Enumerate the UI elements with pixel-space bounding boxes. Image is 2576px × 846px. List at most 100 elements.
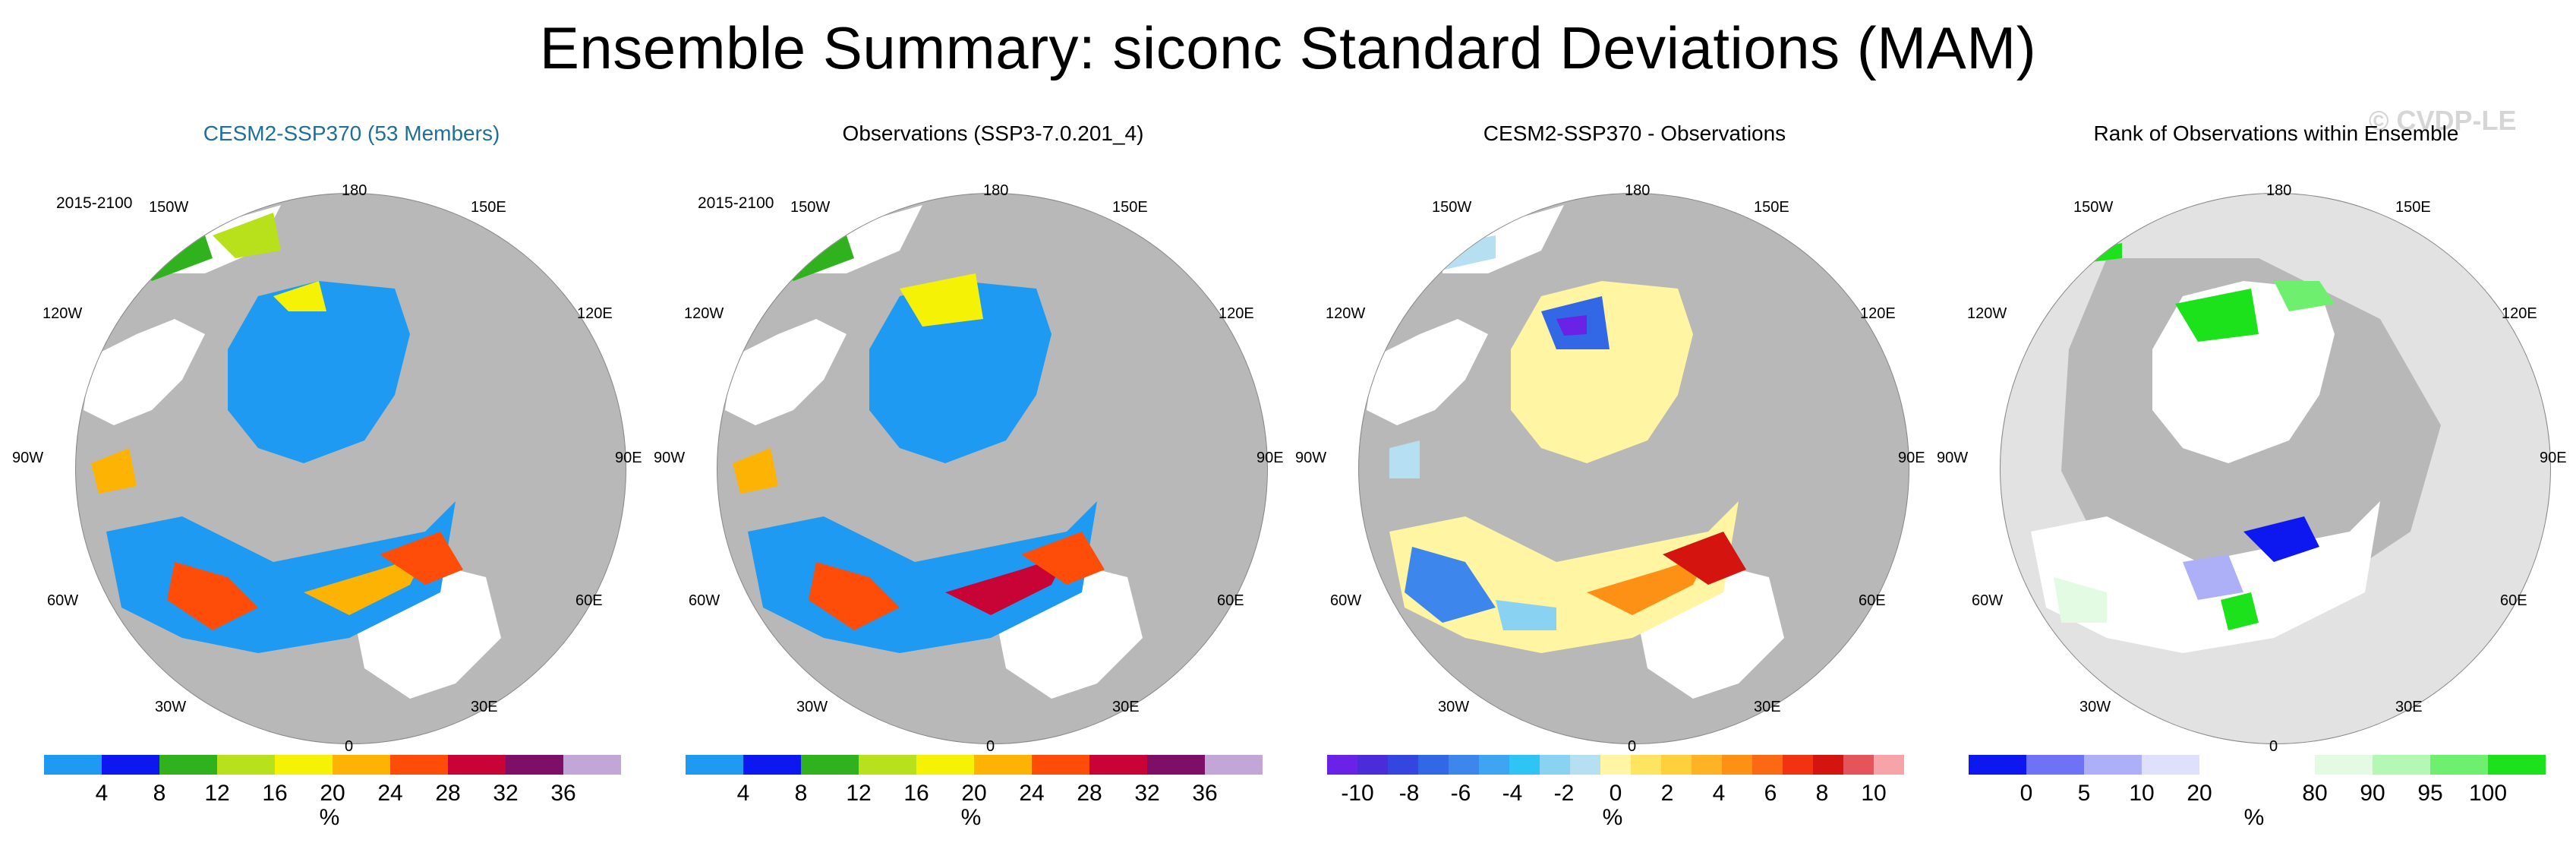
- colorbar-segment: [506, 755, 563, 775]
- lon-label: 30E: [2395, 699, 2423, 715]
- colorbar-segment: [2488, 755, 2546, 775]
- colorbar-tick-label: 10: [2129, 781, 2155, 806]
- colorbar: [44, 755, 621, 775]
- colorbar-tick-label: 4: [1712, 781, 1726, 806]
- colorbar-segment: [2026, 755, 2084, 775]
- colorbar-segment: [1600, 755, 1631, 775]
- lon-label: 120W: [43, 305, 83, 322]
- colorbar-segment: [1479, 755, 1509, 775]
- lon-label: 150W: [790, 199, 831, 216]
- colorbar-tick-label: 6: [1764, 781, 1777, 806]
- panel-rank: Rank of Observations within Ensemble 180…: [1937, 106, 2576, 846]
- lon-label: 0: [345, 738, 354, 755]
- colorbar-unit: %: [2243, 805, 2265, 830]
- lon-label: 30W: [1438, 699, 1470, 715]
- colorbar-segment: [2315, 755, 2373, 775]
- lon-label: 180: [2266, 182, 2292, 199]
- colorbar-segment: [102, 755, 159, 775]
- colorbar-segment: [2084, 755, 2142, 775]
- lon-label: 120W: [1326, 305, 1366, 322]
- panel-title: Observations (SSP3-7.0.201_4): [842, 122, 1144, 145]
- colorbar-tick-label: 16: [262, 781, 288, 806]
- colorbar: [1969, 755, 2546, 775]
- lon-label: 180: [342, 182, 367, 199]
- colorbar-tick-label: 20: [320, 781, 345, 806]
- colorbar-segment: [1783, 755, 1813, 775]
- watermark: © CVDP-LE: [2369, 105, 2517, 136]
- colorbar-segment: [2373, 755, 2430, 775]
- polar-map: [1358, 193, 1909, 744]
- lon-label: 90W: [1937, 450, 1969, 466]
- colorbar-tick-label: 2: [1660, 781, 1674, 806]
- lon-label: 180: [983, 182, 1009, 199]
- colorbar-segment: [2142, 755, 2199, 775]
- colorbar-tick-label: 95: [2417, 781, 2443, 806]
- colorbar-segment: [448, 755, 506, 775]
- lon-label: 60W: [689, 592, 720, 609]
- colorbar-segment: [1813, 755, 1843, 775]
- panel-title: CESM2-SSP370 - Observations: [1483, 122, 1786, 145]
- colorbar-tick-label: 24: [1019, 781, 1045, 806]
- polar-map: [75, 193, 626, 744]
- lon-label: 60E: [2500, 592, 2527, 609]
- lon-label: 150E: [471, 199, 506, 216]
- colorbar-segment: [1205, 755, 1263, 775]
- colorbar-segment: [2257, 755, 2315, 775]
- ice-central-arctic: [228, 281, 410, 463]
- colorbar-segment: [1147, 755, 1205, 775]
- panel-title: CESM2-SSP370 (53 Members): [203, 122, 500, 145]
- lon-label: 150W: [1432, 199, 1472, 216]
- colorbar-segment: [217, 755, 275, 775]
- colorbar-tick-label: 90: [2360, 781, 2385, 806]
- colorbar-segment: [275, 755, 333, 775]
- lon-label: 150E: [1754, 199, 1789, 216]
- lon-label: 150E: [2395, 199, 2431, 216]
- colorbar-segment: [563, 755, 621, 775]
- polar-map: [717, 193, 1268, 744]
- colorbar-unit: %: [1602, 805, 1623, 830]
- colorbar-tick-label: 8: [153, 781, 166, 806]
- lon-label: 30W: [2079, 699, 2111, 715]
- colorbar-segment: [1752, 755, 1783, 775]
- colorbar-tick-label: 4: [736, 781, 750, 806]
- colorbar-segment: [2430, 755, 2488, 775]
- colorbar: [686, 755, 1263, 775]
- lon-label: 180: [1625, 182, 1651, 199]
- colorbar-segment: [333, 755, 390, 775]
- colorbar-segment: [974, 755, 1032, 775]
- lon-label: 90E: [2540, 450, 2567, 466]
- colorbar-tick-label: 0: [1609, 781, 1622, 806]
- colorbar-segment: [1388, 755, 1418, 775]
- colorbar-segment: [1570, 755, 1600, 775]
- colorbar: [1327, 755, 1904, 775]
- colorbar-tick-label: 32: [1134, 781, 1160, 806]
- lon-label: 90W: [1295, 450, 1327, 466]
- colorbar-segment: [2199, 755, 2257, 775]
- colorbar-tick-label: 4: [95, 781, 109, 806]
- lon-label: 90E: [1898, 450, 1925, 466]
- colorbar-tick-label: 36: [1192, 781, 1218, 806]
- colorbar-segment: [1032, 755, 1089, 775]
- panel-title: Rank of Observations within Ensemble: [2093, 122, 2459, 145]
- lon-label: 120E: [577, 305, 613, 322]
- colorbar-segment: [1722, 755, 1752, 775]
- colorbar-segment: [1509, 755, 1540, 775]
- colorbar-tick-label: 28: [1077, 781, 1102, 806]
- colorbar-segment: [1692, 755, 1722, 775]
- colorbar-segment: [1540, 755, 1570, 775]
- lon-label: 90W: [12, 450, 44, 466]
- lon-label: 150W: [149, 199, 189, 216]
- colorbar-tick-label: -4: [1502, 781, 1523, 806]
- lon-label: 90E: [1256, 450, 1284, 466]
- lon-label: 30E: [1112, 699, 1140, 715]
- lon-label: 90W: [654, 450, 686, 466]
- lon-label: 30E: [1754, 699, 1781, 715]
- colorbar-tick-label: 36: [550, 781, 576, 806]
- colorbar-tick-label: 10: [1861, 781, 1887, 806]
- colorbar-segment: [1631, 755, 1661, 775]
- panel-model-std: CESM2-SSP370 (53 Members) 2015-2100 180 …: [12, 106, 673, 846]
- colorbar-segment: [743, 755, 801, 775]
- colorbar-tick-label: 5: [2077, 781, 2091, 806]
- lon-label: 150E: [1112, 199, 1148, 216]
- period-label: 2015-2100: [56, 194, 133, 212]
